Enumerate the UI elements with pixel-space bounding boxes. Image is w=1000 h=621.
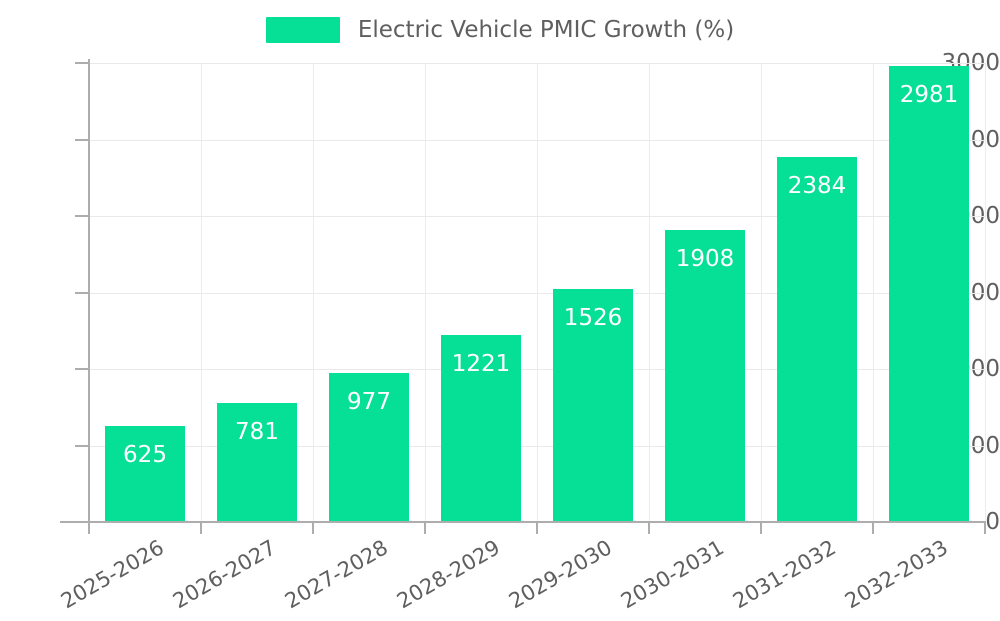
bar-value-label: 1221	[451, 351, 511, 378]
y-tick-mark	[75, 368, 88, 370]
x-tick-mark	[872, 522, 874, 534]
legend-label: Electric Vehicle PMIC Growth (%)	[357, 16, 735, 43]
bar[interactable]: 1526	[553, 288, 633, 522]
x-tick-mark	[200, 522, 202, 534]
x-gridline	[873, 63, 874, 522]
x-tick-label: 2028-2029	[392, 535, 504, 614]
x-tick-label: 2032-2033	[840, 535, 952, 614]
y-tick-mark	[75, 215, 88, 217]
x-tick-mark	[424, 522, 426, 534]
x-tick-label: 2026-2027	[168, 535, 280, 614]
y-axis-spine	[88, 59, 90, 523]
x-gridline	[313, 63, 314, 522]
bar-value-label: 625	[123, 442, 167, 469]
x-axis-spine	[60, 521, 986, 523]
bar[interactable]: 2384	[777, 157, 857, 522]
bar-value-label: 1908	[675, 246, 735, 273]
bar-value-label: 977	[347, 388, 391, 415]
bar[interactable]: 2981	[889, 65, 969, 522]
x-tick-mark	[536, 522, 538, 534]
legend-color-swatch	[265, 17, 340, 43]
y-tick-mark	[75, 62, 88, 64]
y-tick-mark	[75, 291, 88, 294]
bar-value-label: 2384	[787, 173, 847, 200]
x-tick-label: 2031-2032	[728, 535, 840, 614]
y-gridline	[88, 445, 985, 447]
x-tick-label: 2027-2028	[280, 535, 392, 614]
y-gridline	[88, 63, 985, 64]
bar-chart-figure: Electric Vehicle PMIC Growth (%) 0 500 100…	[0, 12, 1000, 614]
x-tick-mark	[88, 522, 90, 534]
y-gridline	[88, 139, 985, 141]
x-gridline	[985, 63, 986, 522]
x-tick-mark	[648, 522, 650, 534]
x-tick-label: 2029-2030	[504, 535, 616, 614]
x-gridline	[425, 63, 426, 522]
bar[interactable]: 977	[329, 372, 409, 522]
x-tick-label: 2025-2026	[56, 535, 168, 614]
x-tick-mark	[760, 522, 762, 534]
y-tick-label: 0	[985, 509, 1000, 535]
bar-value-label: 1526	[563, 304, 623, 331]
bar[interactable]: 625	[105, 426, 185, 522]
x-tick-label: 2030-2031	[616, 535, 728, 614]
x-tick-mark	[984, 522, 986, 534]
x-gridline	[761, 63, 762, 522]
x-tick-mark	[312, 522, 314, 534]
bar[interactable]: 781	[217, 402, 297, 522]
y-gridline	[88, 292, 985, 294]
x-gridline	[537, 63, 538, 522]
y-tick-mark	[75, 444, 88, 447]
plot-area: 625 781 977 1221 1526 1908 2384 2981	[88, 63, 986, 523]
bar-value-label: 2981	[899, 81, 959, 108]
x-gridline	[649, 63, 650, 522]
chart-legend: Electric Vehicle PMIC Growth (%)	[0, 12, 1000, 48]
x-gridline	[201, 63, 202, 522]
y-tick-mark	[75, 138, 88, 141]
y-gridline	[88, 369, 985, 370]
bar[interactable]: 1221	[441, 335, 521, 522]
y-gridline	[88, 216, 985, 217]
bar-value-label: 781	[235, 418, 279, 445]
bar[interactable]: 1908	[665, 230, 745, 522]
